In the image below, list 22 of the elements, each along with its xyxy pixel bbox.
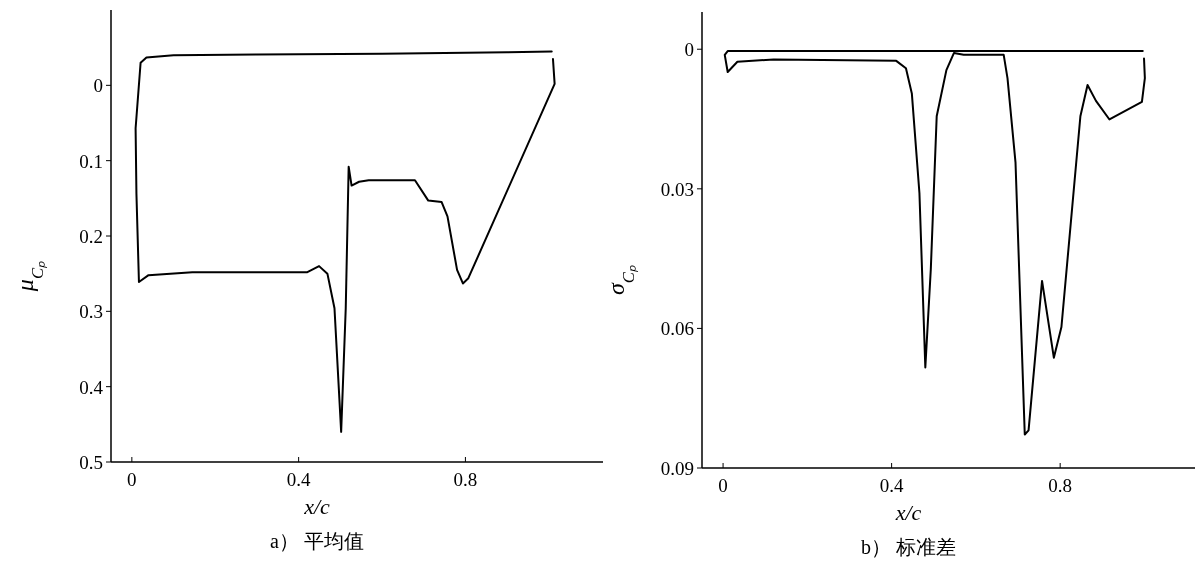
y-tick-label: 0.06 <box>660 318 694 340</box>
x-tick-label: 0 <box>718 475 728 496</box>
y-tick-label: 0.3 <box>79 301 103 323</box>
y-tick-label: 0.03 <box>660 178 694 200</box>
y-tick-label: 0 <box>684 39 694 61</box>
y-tick-label: 0.09 <box>660 458 694 479</box>
x-tick-label: 0.8 <box>1048 475 1073 496</box>
x-tick-label: 0 <box>127 469 137 490</box>
x-tick-label: 0.4 <box>879 475 904 496</box>
y-tick-label: 0.1 <box>79 150 103 172</box>
line-series <box>134 50 556 433</box>
x-tick-label: 0.8 <box>453 469 478 490</box>
y-tick-label: 0.5 <box>79 452 103 473</box>
line-series <box>723 50 1146 436</box>
x-tick-label: 0.4 <box>286 469 311 490</box>
text: b） 标准差 <box>861 536 956 558</box>
y-tick-label: 0.4 <box>79 376 104 398</box>
y-tick-label: 0 <box>93 75 103 97</box>
x-axis-title: x/c <box>303 494 331 519</box>
x-axis-title: x/c <box>894 500 922 525</box>
text: a） 平均值 <box>270 530 364 552</box>
y-tick-label: 0.2 <box>79 226 103 247</box>
